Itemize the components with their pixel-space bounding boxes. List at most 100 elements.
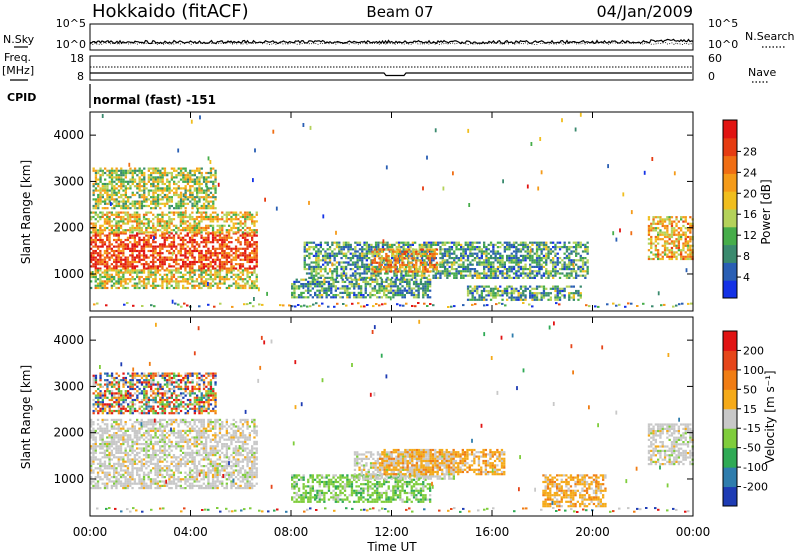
heatmap-cell [138,236,141,239]
heatmap-cell [117,222,120,225]
heatmap-cell [365,250,368,253]
heatmap-cell [314,278,317,281]
heatmap-cell [663,218,667,221]
heatmap-cell [386,276,389,279]
heatmap-cell [92,256,95,259]
heatmap-cell [312,248,316,251]
heatmap-cell [670,231,674,234]
heatmap-cell [216,224,219,227]
heatmap-cell [142,278,146,281]
heatmap-cell [448,248,451,251]
heatmap-cell [437,243,440,246]
heatmap-cell [205,258,208,261]
heatmap-cell [499,254,502,257]
heatmap-cell [211,211,215,214]
heatmap-cell [129,265,132,268]
heatmap-cell [540,298,543,301]
heatmap-cell [168,224,171,227]
heatmap-cell [426,278,429,281]
heatmap-cell [145,204,148,208]
heatmap-cell [175,207,178,210]
heatmap-cell [308,276,311,279]
heatmap-cell [417,285,420,288]
heatmap-cell [363,243,366,246]
heatmap-cell [572,296,575,299]
heatmap-cell [524,298,527,301]
heatmap-cell [218,273,222,276]
heatmap-cell [212,207,215,210]
heatmap-cell [131,220,134,223]
heatmap-cell [411,243,414,246]
heatmap-cell [378,263,381,267]
heatmap-cell [113,252,116,255]
heatmap-cell [512,287,516,290]
heatmap-cell [211,260,215,264]
heatmap-cell [400,246,403,249]
heatmap-cell [191,254,194,257]
heatmap-cell [647,216,651,219]
heatmap-cell [122,207,125,210]
heatmap-cell [323,289,326,292]
heatmap-cell [122,220,125,223]
beam-label: Beam 07 [366,3,433,21]
heatmap-cell [195,231,199,234]
heatmap-cell [473,285,477,288]
heatmap-cell [672,305,675,308]
heatmap-cell [585,304,588,307]
heatmap-cell [512,272,516,275]
heatmap-cell [232,265,235,268]
heatmap-cell [478,259,481,262]
heatmap-cell [138,238,141,242]
heatmap-cell [597,305,600,308]
heatmap-cell [392,296,395,299]
heatmap-cell [515,254,518,257]
heatmap-cell [492,268,495,271]
heatmap-cell [682,216,685,219]
heatmap-cell [394,263,397,267]
heatmap-cell [179,178,183,181]
heatmap-cell [97,207,100,210]
heatmap-cell [193,286,196,290]
heatmap-cell [150,185,153,188]
heatmap-cell [441,265,444,268]
heatmap-cell [166,189,169,192]
heatmap-cell [248,215,251,219]
heatmap-cell [156,193,160,197]
heatmap-cell [471,268,474,271]
heatmap-cell [221,265,224,268]
heatmap-cell [124,263,127,266]
heatmap-cell [159,243,162,246]
heatmap-cell [188,249,192,253]
heatmap-cell [218,226,222,230]
heatmap-cell [572,276,575,279]
heatmap-cell [466,265,470,268]
heatmap-cell [193,258,196,261]
heatmap-cell [382,261,386,264]
heatmap-cell [663,233,667,236]
heatmap-cell [483,246,486,249]
heatmap-cell [230,241,233,244]
heatmap-cell [446,250,449,253]
heatmap-cell [402,248,405,251]
heatmap-cell [142,256,146,259]
heatmap-cell [485,265,488,268]
heatmap-cell [356,259,359,262]
heatmap-cell [460,276,463,279]
heatmap-cell [191,202,194,205]
heatmap-cell [335,241,339,244]
heatmap-cell [122,185,125,188]
heatmap-cell [141,305,144,307]
heatmap-cell [131,265,134,268]
heatmap-cell [253,215,256,219]
heatmap-cell [584,261,587,264]
heatmap-cell [122,171,125,175]
heatmap-cell [462,276,465,279]
heatmap-cell [355,283,358,286]
heatmap-cell [368,252,371,255]
heatmap-cell [439,272,442,275]
heatmap-cell [156,167,160,170]
heatmap-cell [115,238,118,242]
heatmap-cell [358,257,362,260]
heatmap-cell [680,253,683,256]
heatmap-cell [188,218,192,221]
